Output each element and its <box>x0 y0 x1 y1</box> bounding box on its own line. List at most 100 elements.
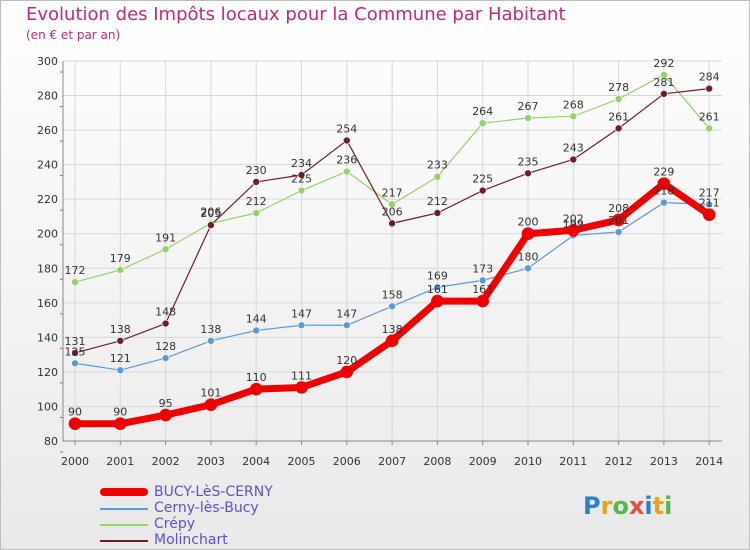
data-label-cerny-l-s-bucy-2014: 217 <box>699 186 720 199</box>
point-molinchart-2008 <box>433 209 442 217</box>
data-label-molinchart-2013: 281 <box>653 76 674 89</box>
point-cr-py-2014 <box>705 124 714 133</box>
data-label-cerny-l-s-bucy-2009: 173 <box>472 262 493 275</box>
data-label-bucy-l-s-cerny-2006: 120 <box>336 354 357 367</box>
x-tick-label: 2010 <box>514 455 542 468</box>
x-tick-label: 2003 <box>197 455 225 468</box>
data-label-bucy-l-s-cerny-2009: 161 <box>472 283 493 296</box>
point-cr-py-2011 <box>569 112 578 121</box>
data-label-cr-py-2011: 268 <box>563 98 584 111</box>
x-tick-label: 2006 <box>333 455 361 468</box>
point-cerny-l-s-bucy-2010 <box>524 264 532 273</box>
data-label-bucy-l-s-cerny-2007: 138 <box>382 323 403 336</box>
point-bucy-l-s-cerny-2000 <box>68 417 82 431</box>
y-tick-label: 180 <box>37 262 58 275</box>
data-label-bucy-l-s-cerny-2008: 161 <box>427 283 448 296</box>
data-label-bucy-l-s-cerny-2004: 110 <box>246 371 267 384</box>
data-label-cr-py-2008: 233 <box>427 159 448 172</box>
chart-title: Evolution des Impôts locaux pour la Comm… <box>26 4 566 25</box>
point-bucy-l-s-cerny-2004 <box>249 382 263 396</box>
chart-subtitle: (en € et par an) <box>26 28 121 42</box>
point-cerny-l-s-bucy-2004 <box>252 326 261 335</box>
point-bucy-l-s-cerny-2007 <box>385 334 399 348</box>
data-label-cerny-l-s-bucy-2005: 147 <box>291 307 312 320</box>
logo-letter: i <box>644 492 653 520</box>
legend-swatch-bucy <box>100 488 148 496</box>
point-cerny-l-s-bucy-2000 <box>71 359 79 368</box>
point-molinchart-2007 <box>388 219 396 228</box>
point-molinchart-2005 <box>297 171 306 179</box>
point-bucy-l-s-cerny-2001 <box>114 417 127 431</box>
data-label-molinchart-2007: 206 <box>382 205 403 218</box>
point-cr-py-2004 <box>252 209 261 217</box>
point-cr-py-2000 <box>71 278 79 286</box>
data-label-molinchart-2004: 230 <box>246 164 267 177</box>
data-label-cr-py-2013: 292 <box>653 57 674 70</box>
proxiti-logo: Proxiti <box>583 492 672 520</box>
point-cr-py-2005 <box>297 186 306 195</box>
y-tick-label: 300 <box>37 55 58 68</box>
data-label-cerny-l-s-bucy-2011: 199 <box>563 217 584 230</box>
data-label-molinchart-2000: 131 <box>65 335 86 348</box>
data-label-molinchart-2002: 148 <box>155 306 176 319</box>
y-tick-label: 220 <box>37 193 58 206</box>
legend-swatch-crepy <box>100 524 148 526</box>
point-molinchart-2000 <box>71 349 79 357</box>
point-cr-py-2007 <box>388 200 396 209</box>
point-molinchart-2002 <box>161 319 170 328</box>
point-cr-py-2013 <box>660 71 668 79</box>
data-label-cr-py-2006: 236 <box>336 154 357 167</box>
data-label-molinchart-2011: 243 <box>563 141 584 154</box>
x-tick-label: 2009 <box>469 455 497 468</box>
point-molinchart-2010 <box>524 169 532 178</box>
data-label-cr-py-2012: 278 <box>608 81 629 94</box>
data-label-molinchart-2010: 235 <box>518 155 539 168</box>
legend-label-cerny: Cerny-lès-Bucy <box>154 500 259 516</box>
data-label-cerny-l-s-bucy-2003: 138 <box>200 323 221 336</box>
point-molinchart-2003 <box>207 221 215 229</box>
point-cerny-l-s-bucy-2006 <box>342 321 351 330</box>
point-molinchart-2001 <box>116 337 125 345</box>
y-tick-label: 200 <box>37 228 58 241</box>
data-label-bucy-l-s-cerny-2011: 202 <box>563 212 584 225</box>
data-label-cerny-l-s-bucy-2000: 125 <box>65 345 86 358</box>
point-cerny-l-s-bucy-2012 <box>614 228 623 236</box>
point-cr-py-2006 <box>342 167 351 176</box>
point-cerny-l-s-bucy-2007 <box>388 302 396 311</box>
legend-label-bucy: BUCY-LèS-CERNY <box>154 484 273 500</box>
data-label-cr-py-2002: 191 <box>155 231 176 244</box>
y-tick-label: 240 <box>37 159 58 172</box>
logo-letter: o <box>612 492 629 520</box>
point-bucy-l-s-cerny-2009 <box>476 294 490 308</box>
point-cr-py-2010 <box>524 114 532 122</box>
data-label-bucy-l-s-cerny-2003: 101 <box>200 387 221 400</box>
y-tick-label: 160 <box>37 297 58 310</box>
point-cerny-l-s-bucy-2013 <box>660 198 668 207</box>
point-cerny-l-s-bucy-2002 <box>161 354 170 362</box>
data-label-bucy-l-s-cerny-2014: 211 <box>699 197 720 210</box>
y-tick-label: 140 <box>37 331 58 344</box>
x-tick-label: 2007 <box>378 455 406 468</box>
x-tick-label: 2004 <box>242 455 270 468</box>
y-tick-label: 280 <box>37 90 58 103</box>
data-label-cr-py-2007: 217 <box>382 186 403 199</box>
point-cr-py-2002 <box>161 245 170 254</box>
point-bucy-l-s-cerny-2002 <box>159 408 172 422</box>
point-bucy-l-s-cerny-2012 <box>612 213 625 227</box>
data-label-molinchart-2014: 284 <box>699 71 720 84</box>
data-label-bucy-l-s-cerny-2002: 95 <box>159 397 173 410</box>
x-tick-label: 2000 <box>61 455 89 468</box>
legend-label-crepy: Crépy <box>154 516 196 532</box>
point-molinchart-2006 <box>342 136 351 145</box>
point-molinchart-2013 <box>660 90 668 98</box>
legend-swatch-cerny <box>100 508 148 510</box>
point-molinchart-2004 <box>252 178 261 186</box>
data-label-bucy-l-s-cerny-2001: 90 <box>113 406 127 419</box>
logo-letter: i <box>664 492 673 520</box>
point-cr-py-2001 <box>116 266 125 274</box>
point-molinchart-2012 <box>614 124 623 133</box>
data-label-cerny-l-s-bucy-2010: 180 <box>518 250 539 263</box>
x-tick-label: 2005 <box>288 455 316 468</box>
data-label-molinchart-2001: 138 <box>110 323 131 336</box>
